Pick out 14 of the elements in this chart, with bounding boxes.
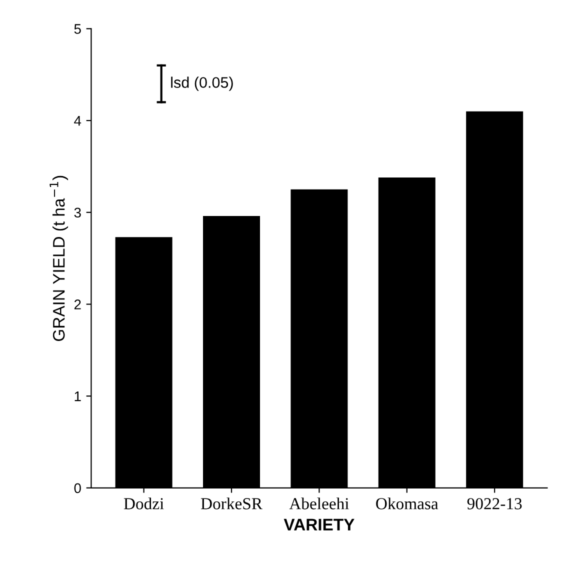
y-axis-title: GRAIN YIELD (t ha$^{−1}$): [50, 176, 68, 341]
x-tick-label: Dodzi: [124, 498, 164, 510]
y-tick-label: 5: [74, 24, 81, 34]
x-tick-label: 9022-13: [467, 498, 522, 510]
y-tick-label: 4: [74, 116, 82, 126]
x-tick-label: DorkeSR: [200, 498, 262, 510]
y-tick-label: 2: [74, 300, 81, 310]
y-tick-label: 0: [74, 483, 81, 494]
x-tick-label: Okomasa: [376, 498, 438, 510]
y-tick-label: 1: [74, 392, 81, 402]
annotation: lsd (0.05): [171, 76, 233, 91]
y-tick-label: 3: [74, 208, 81, 218]
x-axis-title: VARIETY: [284, 518, 354, 530]
x-tick-label: Abeleehi: [289, 498, 349, 510]
